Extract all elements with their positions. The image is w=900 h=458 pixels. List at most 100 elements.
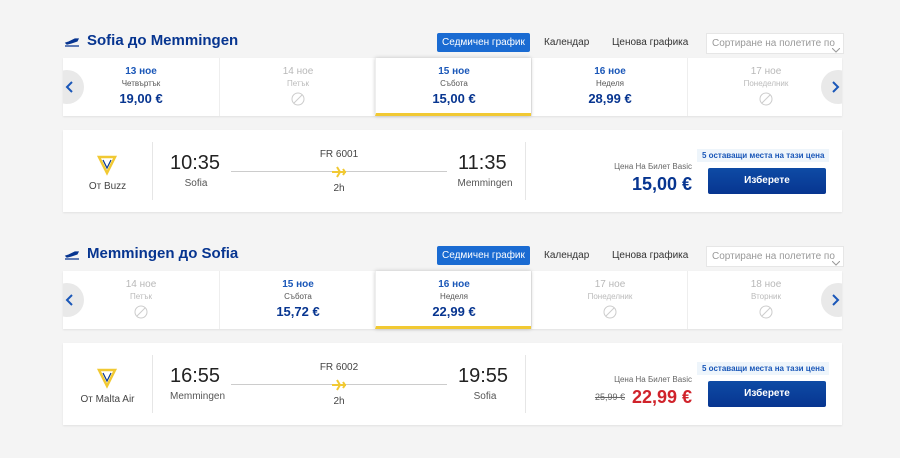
plane-icon bbox=[64, 34, 80, 52]
day-price: 19,00 € bbox=[119, 91, 163, 106]
day-date: 16 ное bbox=[594, 66, 626, 77]
arrive-time: 11:35 bbox=[458, 152, 507, 174]
plane-yellow bbox=[331, 378, 347, 396]
view-tab[interactable]: Календар bbox=[544, 250, 590, 261]
day-cell: 18 ное Вторник bbox=[687, 271, 843, 329]
day-price: 22,99 € bbox=[432, 304, 476, 319]
day-date: 17 ное bbox=[750, 66, 782, 77]
day-cell: 14 ное Петък bbox=[219, 58, 375, 116]
view-tab[interactable]: Ценова графика bbox=[612, 37, 689, 48]
duration: 2h bbox=[333, 183, 345, 194]
day-cell: 17 ное Понеделник bbox=[687, 58, 843, 116]
day-weekday: Петък bbox=[129, 292, 153, 301]
day-weekday: Понеделник bbox=[587, 292, 633, 301]
day-date: 17 ное bbox=[594, 279, 626, 290]
day-date: 14 ное bbox=[125, 279, 157, 290]
day-date: 15 ное bbox=[282, 279, 314, 290]
day-weekday: Петък bbox=[286, 79, 310, 88]
airline-logo bbox=[96, 155, 118, 176]
no-flight bbox=[134, 305, 148, 324]
airline-name: От Buzz bbox=[88, 181, 127, 192]
chevron-icon bbox=[831, 260, 841, 266]
arrive-city: Sofia bbox=[473, 391, 497, 402]
carousel-arrow bbox=[821, 70, 855, 104]
section-title: Sofia до Memmingen bbox=[87, 32, 239, 49]
flight-number: FR 6001 bbox=[319, 149, 359, 160]
view-tab[interactable]: Календар bbox=[544, 37, 590, 48]
divider bbox=[152, 142, 153, 200]
view-tab[interactable]: Ценова графика bbox=[612, 250, 689, 261]
airline-logo bbox=[96, 367, 118, 394]
no-flight-icon bbox=[759, 305, 773, 319]
depart-time: 10:35 bbox=[170, 152, 221, 174]
next-arrow[interactable] bbox=[818, 283, 855, 322]
no-flight bbox=[759, 305, 773, 324]
fare-label: Цена На Билет Basic bbox=[614, 375, 692, 384]
seats-badge: 5 оставащи места на тази цена bbox=[697, 149, 830, 162]
day-weekday: Неделя bbox=[440, 292, 468, 301]
no-flight-icon bbox=[291, 92, 305, 106]
sort-select[interactable]: Сортиране на полетите по bbox=[706, 246, 844, 267]
divider bbox=[152, 355, 153, 413]
day-cell[interactable]: 16 ное Неделя 28,99 € bbox=[531, 58, 687, 116]
day-date: 14 ное bbox=[282, 66, 314, 77]
duration: 2h bbox=[333, 396, 345, 407]
day-date: 15 ное bbox=[438, 66, 470, 77]
section-title: Memmingen до Sofia bbox=[87, 245, 239, 262]
day-weekday: Събота bbox=[284, 292, 312, 301]
day-date: 18 ное bbox=[750, 279, 782, 290]
carousel-arrow bbox=[50, 70, 84, 104]
airline-logo bbox=[96, 154, 118, 181]
plane-yellow bbox=[332, 166, 347, 178]
plane-yellow bbox=[332, 379, 347, 391]
depart-city: Sofia bbox=[184, 178, 208, 189]
day-cell[interactable]: 15 ное Събота 15,72 € bbox=[219, 271, 375, 329]
view-tab[interactable]: Седмичен график bbox=[437, 246, 530, 265]
day-date: 16 ное bbox=[438, 279, 470, 290]
flight-number: FR 6002 bbox=[319, 362, 359, 373]
carousel-arrow bbox=[821, 283, 855, 317]
day-cell[interactable]: 13 ное Четвъртък 19,00 € bbox=[63, 58, 219, 116]
day-cell: 14 ное Петък bbox=[63, 271, 219, 329]
no-flight bbox=[603, 305, 617, 324]
day-weekday: Понеделник bbox=[743, 79, 789, 88]
day-cell[interactable]: 15 ное Събота 15,00 € bbox=[375, 58, 531, 116]
day-weekday: Неделя bbox=[596, 79, 624, 88]
select-button[interactable]: Изберете bbox=[708, 381, 826, 407]
next-arrow[interactable] bbox=[818, 70, 855, 109]
no-flight bbox=[759, 92, 773, 111]
chevron-icon bbox=[831, 47, 841, 53]
airline-name: От Malta Air bbox=[80, 394, 135, 405]
day-cell[interactable]: 16 ное Неделя 22,99 € bbox=[375, 271, 531, 329]
day-price: 15,72 € bbox=[276, 304, 320, 319]
no-flight-icon bbox=[603, 305, 617, 319]
plane-icon bbox=[64, 247, 80, 265]
no-flight-icon bbox=[134, 305, 148, 319]
chevron bbox=[831, 254, 841, 266]
select-button[interactable]: Изберете bbox=[708, 168, 826, 194]
price: 15,00 € bbox=[631, 174, 692, 194]
chevron bbox=[831, 41, 841, 53]
divider bbox=[525, 355, 526, 413]
day-price: 15,00 € bbox=[432, 91, 476, 106]
day-price: 28,99 € bbox=[588, 91, 632, 106]
prev-arrow[interactable] bbox=[50, 70, 87, 109]
airline-logo bbox=[96, 368, 118, 389]
seats-badge: 5 оставащи места на тази цена bbox=[697, 362, 830, 375]
arrive-city: Memmingen bbox=[457, 178, 513, 189]
depart-time: 16:55 bbox=[170, 365, 221, 387]
no-flight bbox=[291, 92, 305, 111]
sort-select[interactable]: Сортиране на полетите по bbox=[706, 33, 844, 54]
prev-arrow[interactable] bbox=[50, 283, 87, 322]
depart-city: Memmingen bbox=[170, 391, 226, 402]
day-weekday: Четвъртък bbox=[121, 79, 161, 88]
view-tab[interactable]: Седмичен график bbox=[437, 33, 530, 52]
day-weekday: Вторник bbox=[751, 292, 781, 301]
plane-icon bbox=[64, 38, 80, 47]
plane-icon bbox=[64, 251, 80, 260]
fare-label: Цена На Билет Basic bbox=[614, 162, 692, 171]
divider bbox=[525, 142, 526, 200]
day-cell: 17 ное Понеделник bbox=[531, 271, 687, 329]
